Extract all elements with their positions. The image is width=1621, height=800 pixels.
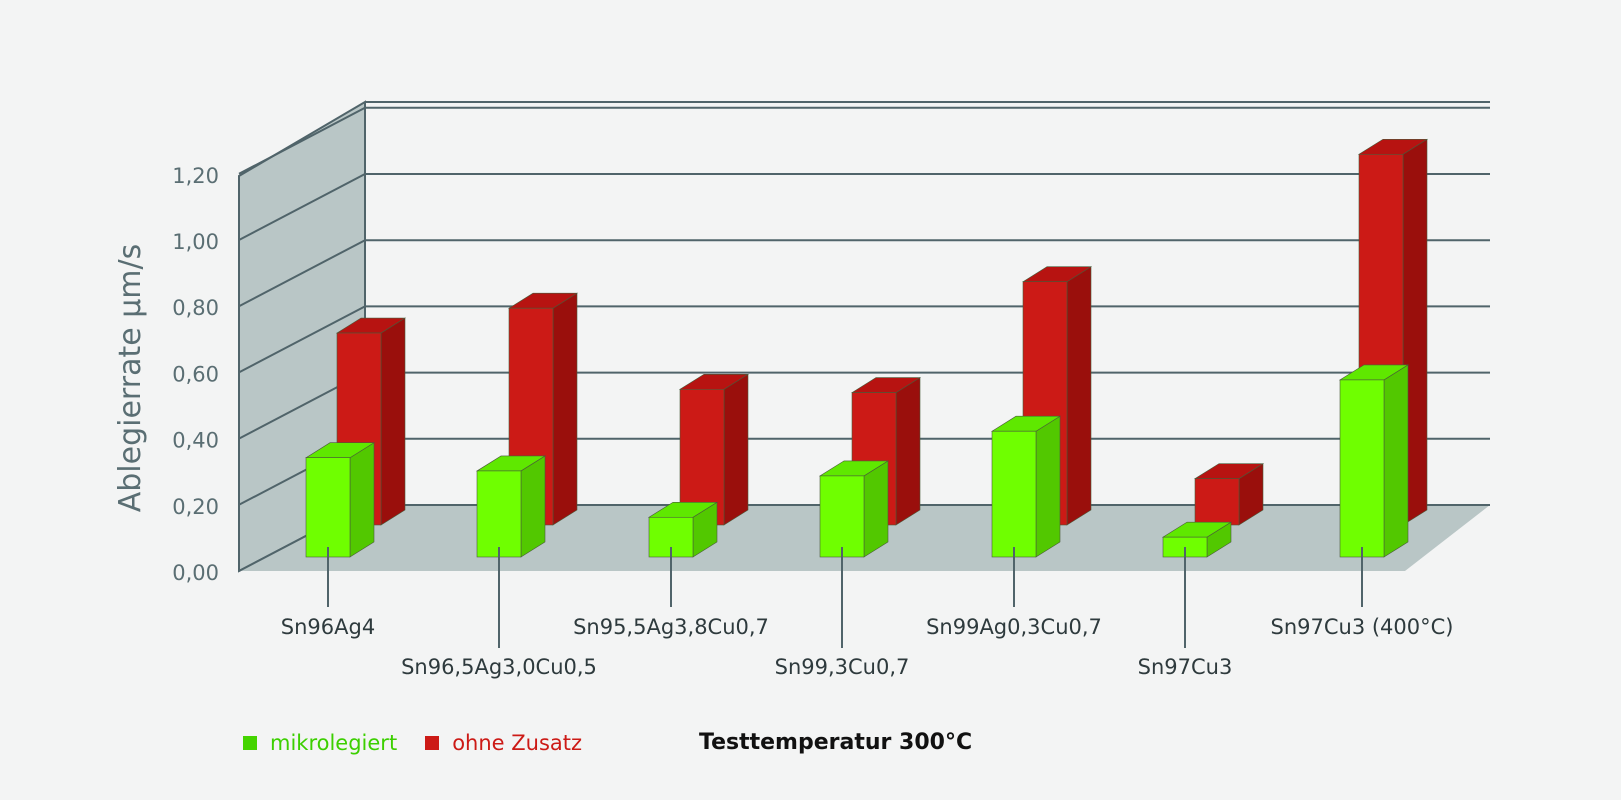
bar-mikrolegiert-front (991, 430, 1037, 558)
y-axis-label: Ablegierrate µm/s (113, 244, 148, 513)
legend-item-ohne-zusatz: ohne Zusatz (425, 731, 582, 755)
legend-label-ohne-zusatz: ohne Zusatz (452, 731, 583, 755)
legend-label-mikrolegiert: mikrolegiert (270, 731, 398, 755)
bar-mikrolegiert-side (349, 442, 375, 558)
bar-mikrolegiert-side (520, 455, 546, 558)
bar-ohne-zusatz-side (552, 292, 578, 526)
gridline-5 (238, 173, 1490, 241)
y-tick-label: 1,20 (172, 164, 219, 188)
x-tick-label: Sn95,5Ag3,8Cu0,7 (573, 615, 769, 639)
x-tick-label: Sn99,3Cu0,7 (775, 655, 910, 679)
y-tick-label: 0,80 (172, 296, 219, 320)
y-tick-label: 0,00 (172, 561, 219, 585)
y-tick-label: 0,40 (172, 429, 219, 453)
bar-mikrolegiert-front (305, 457, 351, 558)
legend-swatch-ohne-zusatz (425, 736, 440, 750)
bar-ohne-zusatz-side (1066, 266, 1092, 526)
legend: mikrolegiert ohne Zusatz (243, 730, 610, 756)
series-mikrolegiert (304, 364, 1410, 558)
bar-mikrolegiert-front (1339, 379, 1385, 558)
legend-note: Testtemperatur 300°C (699, 730, 973, 755)
bar-mikrolegiert (990, 415, 1062, 558)
bar-ohne-zusatz-front (1194, 478, 1240, 526)
x-tick-label: Sn99Ag0,3Cu0,7 (926, 615, 1102, 639)
category-leaders (327, 547, 1363, 648)
bar-mikrolegiert (475, 455, 547, 558)
y-tick-label: 1,00 (172, 230, 219, 254)
x-tick-label: Sn96,5Ag3,0Cu0,5 (401, 655, 597, 679)
legend-swatch-mikrolegiert (243, 736, 257, 750)
x-tick-label: Sn97Cu3 (1138, 655, 1233, 679)
x-tick-label: Sn96Ag4 (281, 615, 375, 639)
gridline-3 (238, 305, 1490, 374)
bar-mikrolegiert-front (476, 470, 522, 558)
bar-mikrolegiert-side (863, 460, 889, 558)
gridline-6 (238, 106, 1490, 175)
gridline-4 (238, 239, 1490, 308)
x-axis-labels: Sn96Ag4Sn96,5Ag3,0Cu0,5Sn95,5Ag3,8Cu0,7S… (281, 615, 1454, 679)
bar-mikrolegiert-side (1383, 364, 1409, 558)
bar-ohne-zusatz-side (895, 377, 921, 526)
y-tick-label: 0,20 (172, 495, 219, 519)
y-tick-label: 0,60 (172, 362, 219, 386)
gridlines (238, 101, 1490, 572)
y-axis-ticks: 0,00 0,20 0,40 0,60 0,80 1,00 1,20 (172, 164, 219, 585)
bar-mikrolegiert (304, 442, 376, 558)
bar-mikrolegiert (1338, 364, 1410, 558)
bar-mikrolegiert-side (1035, 415, 1061, 558)
bar-ohne-zusatz (1193, 463, 1265, 526)
legend-item-mikrolegiert: mikrolegiert (243, 731, 397, 755)
bar-mikrolegiert-front (819, 475, 865, 558)
bar-ohne-zusatz-side (723, 373, 749, 526)
x-tick-label: Sn97Cu3 (400°C) (1270, 615, 1453, 639)
bar-mikrolegiert (818, 460, 890, 558)
bar-ohne-zusatz-side (380, 317, 406, 526)
